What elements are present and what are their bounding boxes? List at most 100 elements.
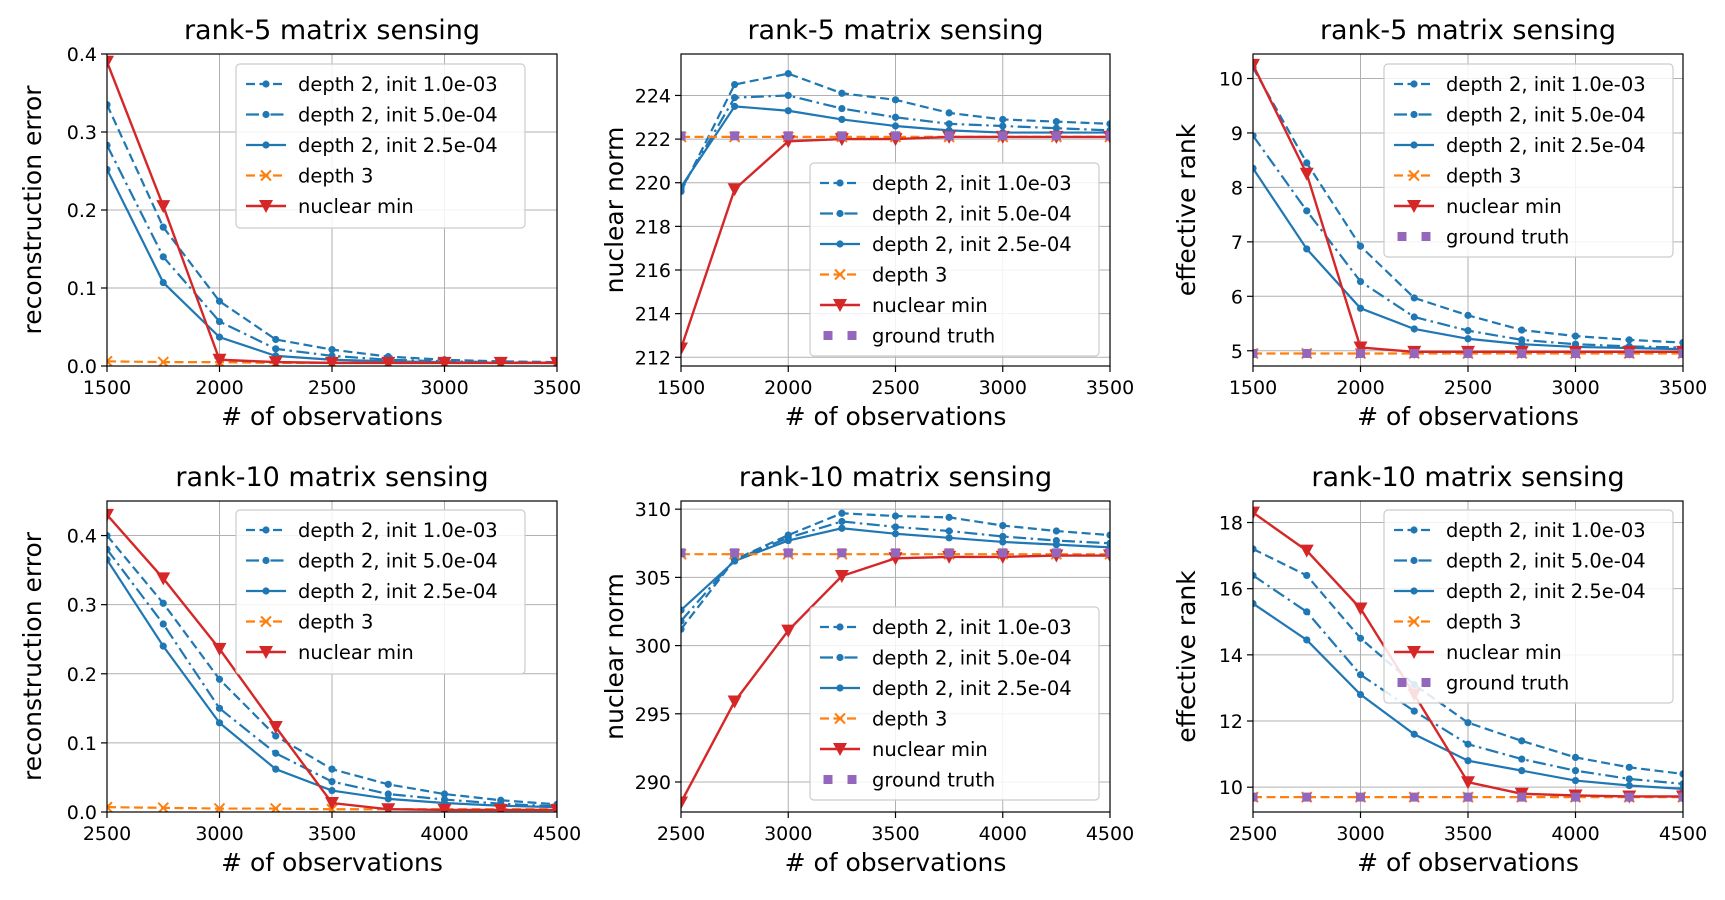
y-tick-label: 0.2 [67,200,97,222]
legend-entry: depth 3 [246,165,373,188]
data-point [1517,792,1527,802]
data-point [1464,311,1472,319]
data-point [159,599,167,607]
data-point [1356,634,1365,642]
data-point [107,355,113,366]
legend-entry: depth 2, init 1.0e-03 [820,616,1072,639]
legend-marker [1397,678,1407,687]
y-tick-label: 0.2 [67,664,97,686]
legend-label: nuclear min [872,738,988,761]
y-tick-label: 10 [1219,69,1243,91]
y-tick-label: 5 [1231,341,1243,363]
legend-entry: depth 2, init 1.0e-03 [1394,73,1646,96]
data-point [107,801,113,812]
y-tick-label: 7 [1231,232,1243,254]
data-point [1303,571,1311,580]
data-point [731,102,739,110]
legend-entry: depth 3 [820,264,947,287]
chart-panel-1: 1500 2000 2500 3000 3500 0.0 0.1 0.2 0.3 0.4 rank-… [18,15,581,431]
data-point [727,183,742,197]
data-point [784,70,792,78]
data-point [1464,719,1472,727]
data-point [1410,730,1418,738]
y-tick-label: 212 [635,347,671,369]
data-point [1253,792,1258,802]
data-point [384,780,392,788]
chart-panel-5: 2500 3000 3500 4000 4500 290 295 300 305 310 rank-… [600,462,1134,877]
legend-label: depth 3 [298,165,373,188]
legend-label: ground truth [872,769,995,792]
x-tick-label: 3500 [1659,377,1707,399]
chart-panel-3: 1500 2000 2500 3000 3500 5 6 7 8 9 10 rank-5 matrix… [1172,15,1707,431]
y-tick-label: 6 [1231,286,1243,308]
legend-label: depth 3 [1446,165,1521,188]
x-tick-label: 2500 [657,823,705,845]
data-point [1356,792,1365,802]
legend-marker [1410,110,1418,119]
y-tick-label: 222 [635,129,671,151]
y-tick-label: 0.4 [67,44,97,66]
y-tick-label: 295 [635,704,671,726]
data-point [838,509,846,517]
legend-marker [1408,169,1420,182]
legend-entry: depth 2, init 2.5e-04 [820,233,1072,256]
data-point [440,790,449,798]
data-point [838,115,846,124]
data-point [1518,755,1526,763]
legend-marker [1410,587,1418,595]
data-point [1679,770,1683,778]
legend-label: depth 2, init 2.5e-04 [298,580,498,603]
x-tick-label: 2500 [83,823,131,845]
data-point [1106,120,1110,128]
data-point [731,94,739,102]
legend-entry: depth 2, init 5.0e-04 [820,203,1072,226]
x-tick-label: 3000 [1551,377,1599,399]
data-point [945,513,953,521]
legend-marker [1410,80,1418,88]
legend-marker [834,712,846,725]
data-point [681,548,686,558]
series-line [107,360,557,364]
legend-marker [836,240,844,248]
legend-label: depth 2, init 2.5e-04 [298,134,498,157]
data-point [1518,767,1526,775]
data-point [1302,792,1312,802]
data-point [215,719,224,727]
data-point [1464,327,1472,335]
data-point [215,704,224,712]
data-point [1464,757,1472,765]
data-point [783,548,793,558]
legend-entry: depth 2, init 5.0e-04 [1394,550,1646,573]
y-axis-label: reconstruction error [18,85,47,335]
data-point [1303,608,1311,616]
data-point [1253,571,1257,580]
legend-marker [1408,615,1420,628]
legend-entry: depth 2, init 2.5e-04 [246,580,498,603]
data-point [891,96,900,104]
data-point [1409,792,1419,802]
data-point [212,642,227,656]
data-point [945,527,953,535]
data-point [1356,242,1365,250]
legend-entry: nuclear min [1394,195,1562,218]
data-point [1299,544,1314,558]
data-point [437,356,452,366]
legend-marker [836,653,844,662]
y-tick-label: 0.0 [67,802,97,824]
data-point [891,523,900,531]
legend-entry: nuclear min [820,294,988,317]
data-point [268,720,283,734]
data-point [328,786,336,795]
data-point [1410,707,1418,715]
y-tick-label: 214 [635,304,671,326]
legend-marker [833,299,847,312]
data-point [998,131,1008,141]
y-tick-label: 14 [1219,645,1243,667]
data-point [999,538,1007,546]
chart-title: rank-10 matrix sensing [1311,462,1624,493]
legend-entry: depth 2, init 2.5e-04 [1394,580,1646,603]
legend-frame [1383,509,1674,704]
x-axis-label: # of observations [1357,848,1579,877]
legend-marker [847,331,857,340]
data-point [1106,531,1110,539]
